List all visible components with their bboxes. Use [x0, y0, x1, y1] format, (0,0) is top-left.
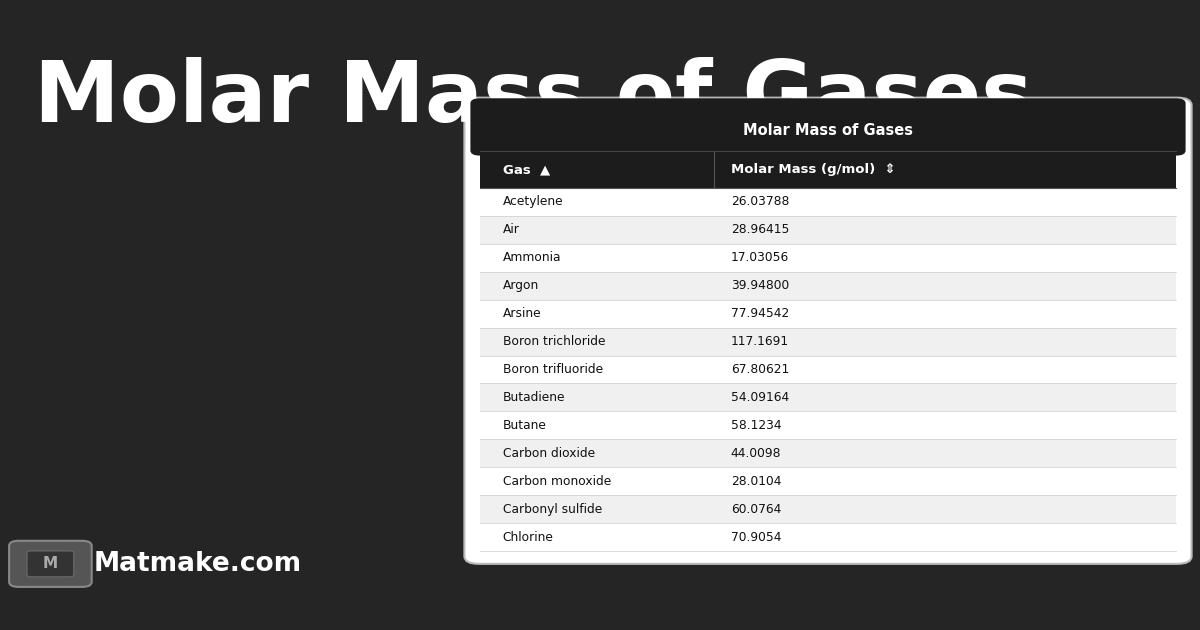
Bar [480, 151, 1176, 188]
Text: Chlorine: Chlorine [503, 530, 553, 544]
Bar [480, 495, 1176, 524]
Text: Boron trichloride: Boron trichloride [503, 335, 605, 348]
Text: Boron trifluoride: Boron trifluoride [503, 363, 602, 376]
Bar [480, 244, 1176, 272]
Text: 70.9054: 70.9054 [731, 530, 781, 544]
Bar [480, 130, 1176, 151]
Text: Carbon dioxide: Carbon dioxide [503, 447, 595, 460]
Bar [480, 300, 1176, 328]
Text: Argon: Argon [503, 279, 539, 292]
FancyBboxPatch shape [464, 98, 1192, 564]
FancyBboxPatch shape [470, 98, 1186, 156]
Text: 67.80621: 67.80621 [731, 363, 790, 376]
Text: Butane: Butane [503, 419, 547, 432]
Text: 26.03788: 26.03788 [731, 195, 790, 209]
Bar [480, 467, 1176, 495]
Text: 17.03056: 17.03056 [731, 251, 790, 264]
Text: 117.1691: 117.1691 [731, 335, 788, 348]
Text: Molar Mass of Gases: Molar Mass of Gases [743, 123, 913, 138]
Bar [480, 328, 1176, 355]
Bar [480, 439, 1176, 467]
Text: Arsine: Arsine [503, 307, 541, 320]
Bar [480, 355, 1176, 384]
Text: 28.0104: 28.0104 [731, 475, 781, 488]
Text: M: M [43, 556, 58, 571]
Text: 54.09164: 54.09164 [731, 391, 790, 404]
Text: 77.94542: 77.94542 [731, 307, 790, 320]
Bar [480, 524, 1176, 551]
Text: 39.94800: 39.94800 [731, 279, 790, 292]
Bar [480, 272, 1176, 300]
Bar [480, 215, 1176, 244]
FancyBboxPatch shape [10, 541, 91, 587]
Bar [480, 188, 1176, 215]
FancyBboxPatch shape [28, 551, 74, 577]
Text: Acetylene: Acetylene [503, 195, 564, 209]
Bar [480, 384, 1176, 411]
Text: Butadiene: Butadiene [503, 391, 565, 404]
Text: Carbon monoxide: Carbon monoxide [503, 475, 611, 488]
Text: Molar Mass of Gases: Molar Mass of Gases [34, 57, 1032, 140]
Text: Carbonyl sulfide: Carbonyl sulfide [503, 503, 602, 516]
Text: 58.1234: 58.1234 [731, 419, 781, 432]
Text: 60.0764: 60.0764 [731, 503, 781, 516]
Bar [480, 411, 1176, 439]
Text: 28.96415: 28.96415 [731, 223, 790, 236]
Text: Matmake.com: Matmake.com [94, 551, 301, 577]
Text: Gas  ▲: Gas ▲ [503, 163, 550, 176]
Text: Ammonia: Ammonia [503, 251, 562, 264]
Text: 44.0098: 44.0098 [731, 447, 781, 460]
Text: Molar Mass (g/mol)  ⇕: Molar Mass (g/mol) ⇕ [731, 163, 895, 176]
Text: Air: Air [503, 223, 520, 236]
